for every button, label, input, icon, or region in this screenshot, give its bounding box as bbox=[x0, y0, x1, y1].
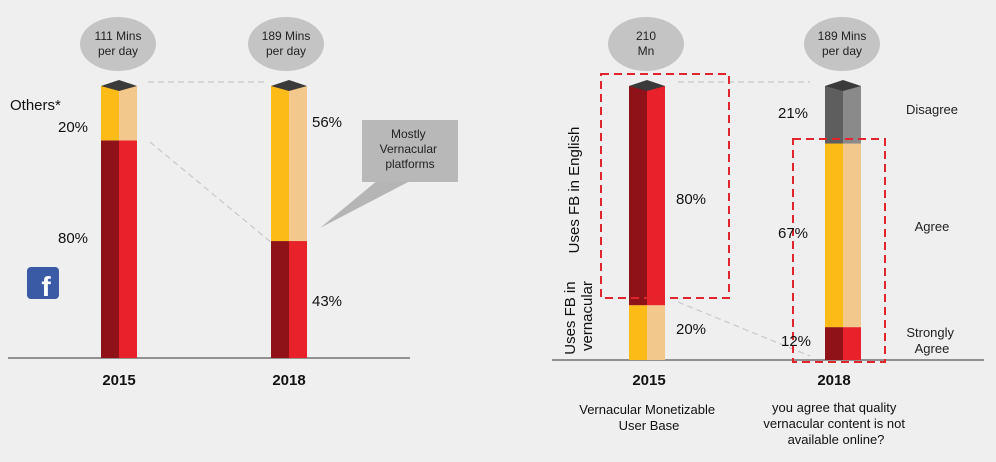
bar-2015-right-vernacular-side bbox=[629, 305, 647, 360]
label-agree: Agree bbox=[915, 219, 950, 234]
bar-2018-left-others-side bbox=[271, 86, 289, 242]
connector-diag-right bbox=[677, 301, 811, 357]
bubble-2015-right bbox=[608, 17, 684, 71]
label-strongly-agree: Strongly Agree bbox=[906, 325, 957, 356]
bubble-group: 111 Mins per day 189 Mins per day 210 Mn 189 M… bbox=[80, 17, 880, 71]
bar-2018-right-agree-side bbox=[825, 143, 843, 328]
bubble-2018-left bbox=[248, 17, 324, 71]
bar-2018-left-main-front bbox=[289, 241, 307, 358]
label-uses-fb-vernacular: Uses FB in vernacular bbox=[562, 277, 596, 355]
caption-2015-right: Vernacular Monetizable User Base bbox=[579, 402, 718, 433]
label-uses-fb-english: Uses FB in English bbox=[566, 127, 583, 254]
bar-2018-right-agree-front bbox=[843, 143, 861, 328]
bar-2018-right-cap bbox=[825, 80, 861, 91]
bar-2018-right-strongly-agree-front bbox=[843, 327, 861, 360]
year-2015-left: 2015 bbox=[102, 372, 135, 389]
year-2018-left: 2018 bbox=[272, 372, 305, 389]
bar-2018-left-others-front bbox=[289, 86, 307, 242]
svg-text:f: f bbox=[41, 271, 51, 302]
legend-others: Others* bbox=[10, 97, 61, 114]
bar-2018-right-disagree-front bbox=[843, 86, 861, 144]
value-2015-top-left: 20% bbox=[58, 119, 88, 136]
bar-2015-left-main-front bbox=[119, 140, 137, 358]
bar-2015-left-others-side bbox=[101, 86, 119, 141]
bubble-2015-right-text: 210 Mn bbox=[636, 29, 656, 58]
callout-pointer bbox=[320, 180, 412, 228]
callout-box bbox=[362, 120, 458, 182]
value-2018-agree: 67% bbox=[778, 225, 808, 242]
bar-2015-right-english-front bbox=[647, 86, 665, 306]
callout-text: Mostly Vernacular platforms bbox=[380, 127, 441, 171]
bar-2015-left-others-front bbox=[119, 86, 137, 141]
bar-2018-right-strongly-agree-side bbox=[825, 327, 843, 360]
label-disagree: Disagree bbox=[906, 102, 958, 117]
bar-2018-left-cap bbox=[271, 80, 307, 91]
bar-group bbox=[101, 80, 861, 360]
bar-2018-right-disagree-side bbox=[825, 86, 843, 144]
value-2015-bottom-left: 80% bbox=[58, 230, 88, 247]
bubble-2018-right-text: 189 Mins per day bbox=[818, 29, 867, 58]
year-2018-right: 2018 bbox=[817, 372, 850, 389]
dashed-box-english bbox=[600, 73, 730, 299]
bubble-2015-left-text: 111 Mins per day bbox=[95, 29, 142, 58]
bubble-2015-left bbox=[80, 17, 156, 71]
bar-2018-left-main-side bbox=[271, 241, 289, 358]
value-2018-bottom-left: 43% bbox=[312, 293, 342, 310]
year-2015-right: 2015 bbox=[632, 372, 665, 389]
caption-2018-right: you agree that quality vernacular conten… bbox=[763, 400, 908, 447]
bar-2015-left-main-side bbox=[101, 140, 119, 358]
facebook-icon: f bbox=[27, 267, 59, 302]
value-2018-top-left: 56% bbox=[312, 114, 342, 131]
bubble-2018-left-text: 189 Mins per day bbox=[262, 29, 311, 58]
value-2018-strongly-agree: 12% bbox=[781, 333, 811, 350]
bar-2015-right-vernacular-front bbox=[647, 305, 665, 360]
value-2015-english: 80% bbox=[676, 191, 706, 208]
connector-diag-left bbox=[149, 141, 273, 244]
bubble-2018-right bbox=[804, 17, 880, 71]
dashed-box-agree bbox=[792, 138, 886, 363]
bar-2015-right-cap bbox=[629, 80, 665, 91]
value-2018-disagree: 21% bbox=[778, 105, 808, 122]
value-2015-vernacular: 20% bbox=[676, 321, 706, 338]
bar-2015-left-cap bbox=[101, 80, 137, 91]
bar-2015-right-english-side bbox=[629, 86, 647, 306]
